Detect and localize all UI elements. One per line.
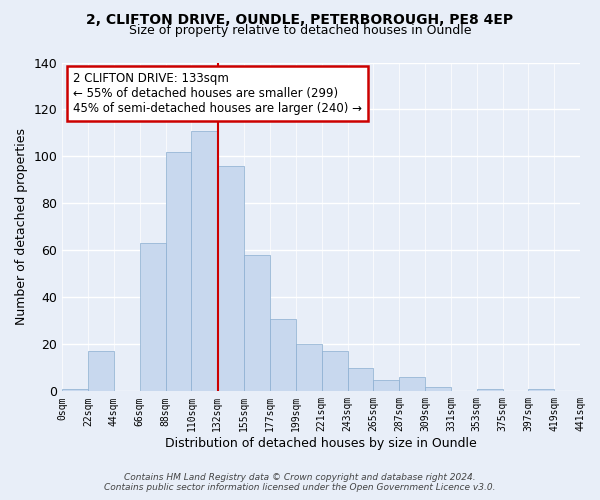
Bar <box>270 318 296 392</box>
Bar <box>88 352 114 392</box>
Text: Size of property relative to detached houses in Oundle: Size of property relative to detached ho… <box>129 24 471 37</box>
Bar <box>244 255 270 392</box>
Bar <box>529 389 554 392</box>
Bar <box>347 368 373 392</box>
Bar <box>140 244 166 392</box>
Bar <box>425 386 451 392</box>
Bar <box>399 377 425 392</box>
Text: Contains HM Land Registry data © Crown copyright and database right 2024.
Contai: Contains HM Land Registry data © Crown c… <box>104 473 496 492</box>
Bar <box>217 166 244 392</box>
Text: 2 CLIFTON DRIVE: 133sqm
← 55% of detached houses are smaller (299)
45% of semi-d: 2 CLIFTON DRIVE: 133sqm ← 55% of detache… <box>73 72 362 116</box>
Bar <box>476 389 503 392</box>
Bar <box>191 130 217 392</box>
Bar <box>373 380 399 392</box>
Y-axis label: Number of detached properties: Number of detached properties <box>15 128 28 326</box>
Bar <box>322 352 347 392</box>
Bar <box>296 344 322 392</box>
Bar <box>166 152 191 392</box>
Text: 2, CLIFTON DRIVE, OUNDLE, PETERBOROUGH, PE8 4EP: 2, CLIFTON DRIVE, OUNDLE, PETERBOROUGH, … <box>86 12 514 26</box>
Bar <box>62 389 88 392</box>
X-axis label: Distribution of detached houses by size in Oundle: Distribution of detached houses by size … <box>165 437 477 450</box>
